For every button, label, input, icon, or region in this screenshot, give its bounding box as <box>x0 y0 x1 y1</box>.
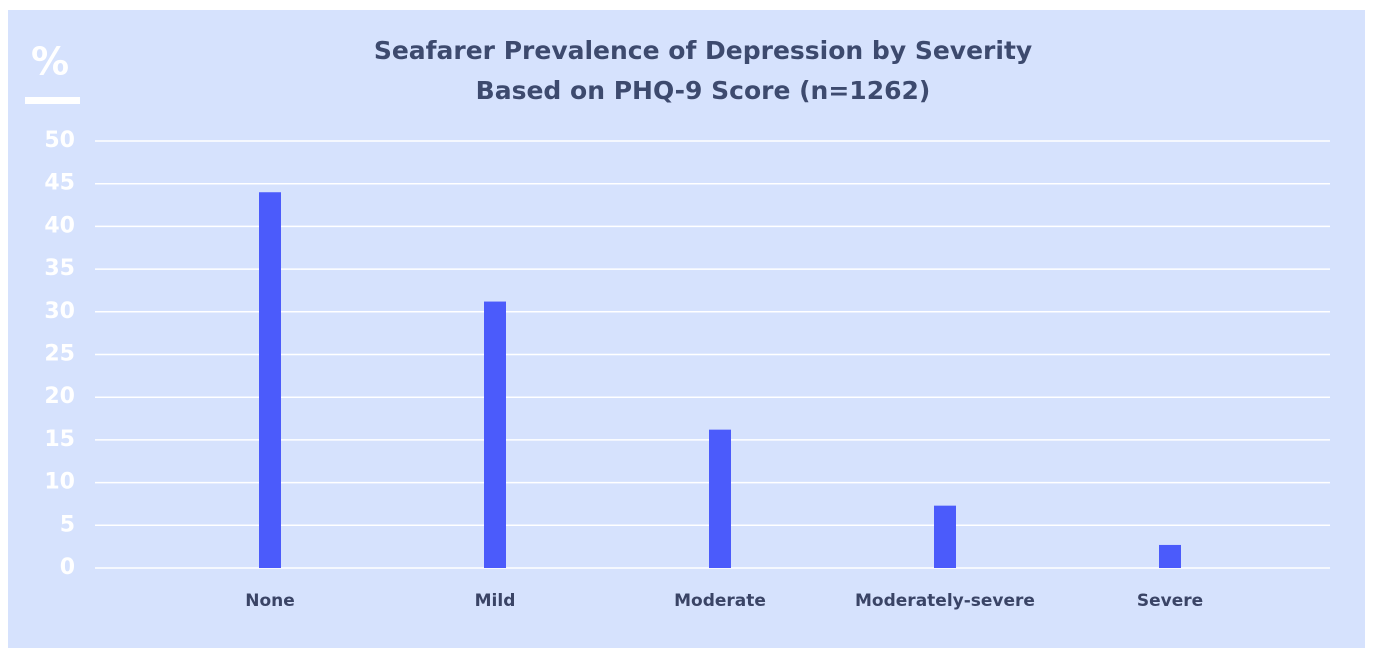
bar <box>1159 544 1181 568</box>
y-tick-label: 35 <box>44 256 75 281</box>
y-axis-label: % <box>31 40 69 84</box>
x-tick-label: Moderate <box>674 591 766 611</box>
y-tick-label: 20 <box>44 384 75 409</box>
x-tick-label: Severe <box>1137 591 1203 611</box>
y-tick-label: 45 <box>44 171 75 196</box>
y-tick-label: 0 <box>60 555 75 580</box>
x-tick-label: Mild <box>475 591 516 611</box>
chart-subtitle: Based on PHQ-9 Score (n=1262) <box>476 76 931 105</box>
y-axis-label-underline <box>25 97 80 104</box>
bar <box>259 192 281 569</box>
y-tick-label: 30 <box>44 299 75 324</box>
x-tick-label: None <box>245 591 295 611</box>
y-tick-label: 50 <box>44 128 75 153</box>
bar <box>484 301 506 568</box>
x-tick-label: Moderately-severe <box>855 591 1035 611</box>
bar <box>934 505 956 568</box>
bar <box>709 429 731 568</box>
y-tick-label: 10 <box>44 470 75 495</box>
chart-title: Seafarer Prevalence of Depression by Sev… <box>374 36 1032 65</box>
y-tick-label: 5 <box>60 512 75 537</box>
chart-background <box>8 10 1365 648</box>
y-tick-label: 40 <box>44 213 75 238</box>
y-tick-label: 15 <box>44 427 75 452</box>
y-tick-label: 25 <box>44 342 75 367</box>
